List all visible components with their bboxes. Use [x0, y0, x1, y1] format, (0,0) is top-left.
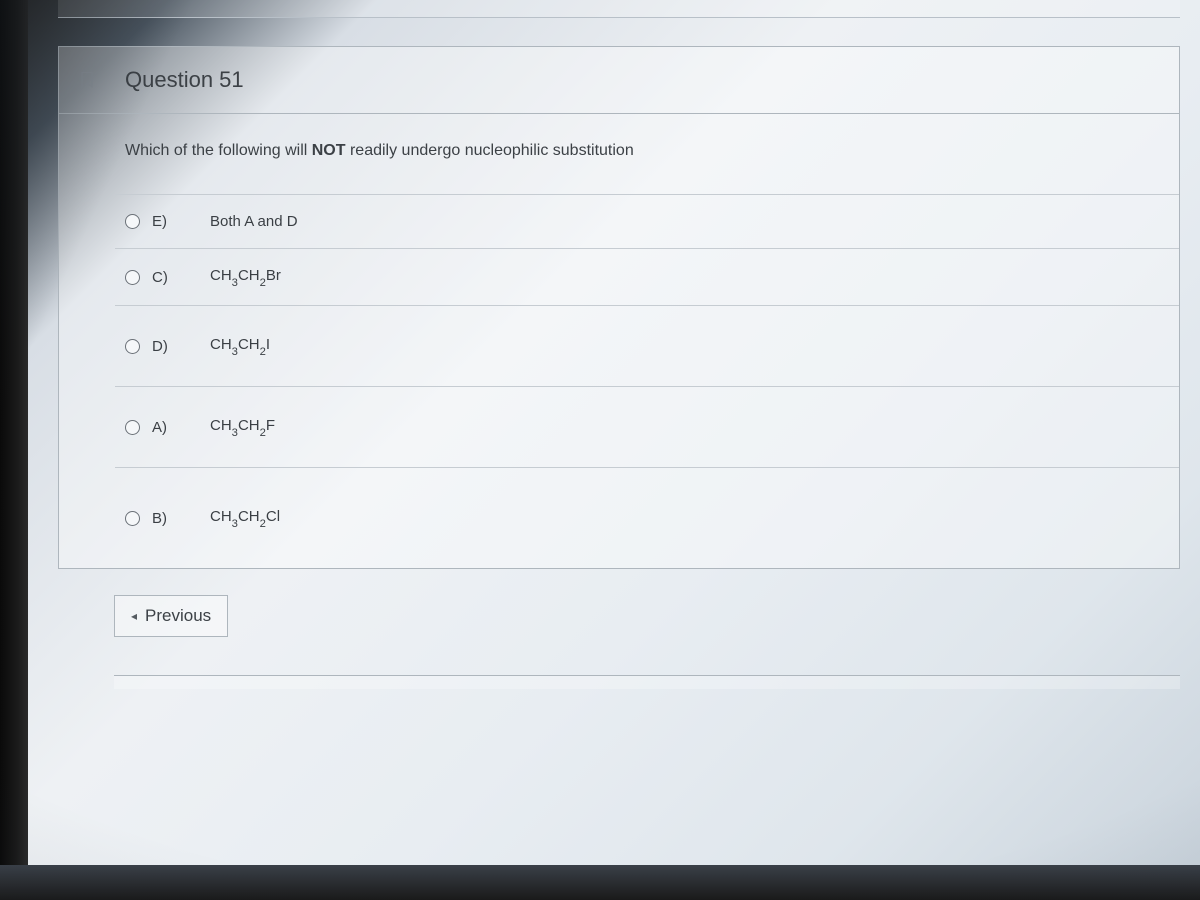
radio-button[interactable]	[125, 270, 140, 285]
prompt-post: readily undergo nucleophilic substitutio…	[346, 142, 634, 159]
monitor-bezel-left	[0, 0, 28, 900]
bookmark-icon	[77, 70, 97, 90]
prompt-bold: NOT	[312, 142, 346, 159]
choice-row[interactable]: C)CH3CH2Br	[115, 249, 1179, 306]
prompt-pre: Which of the following will	[125, 142, 312, 159]
radio-button[interactable]	[125, 420, 140, 435]
choice-letter: A)	[140, 419, 210, 436]
choice-letter: D)	[140, 338, 210, 355]
choice-row[interactable]: D)CH3CH2I	[115, 306, 1179, 387]
radio-button[interactable]	[125, 214, 140, 229]
bottom-divider	[114, 675, 1180, 689]
choice-letter: E)	[140, 213, 210, 230]
previous-label: Previous	[145, 606, 211, 626]
choice-text: CH3CH2F	[210, 417, 1169, 437]
choice-letter: C)	[140, 269, 210, 286]
choices-list: E)Both A and DC)CH3CH2BrD)CH3CH2IA)CH3CH…	[115, 195, 1179, 568]
question-header: Question 51	[59, 47, 1179, 114]
previous-button[interactable]: ◂ Previous	[114, 595, 228, 637]
question-title: Question 51	[115, 47, 244, 113]
choice-text: CH3CH2I	[210, 336, 1169, 356]
question-body: Which of the following will NOT readily …	[59, 114, 1179, 568]
choice-text: CH3CH2Cl	[210, 508, 1169, 528]
choice-letter: B)	[140, 510, 210, 527]
flag-cell[interactable]	[59, 52, 115, 108]
choice-row[interactable]: E)Both A and D	[115, 195, 1179, 249]
question-card: Question 51 Which of the following will …	[58, 46, 1180, 569]
radio-button[interactable]	[125, 339, 140, 354]
choice-text: CH3CH2Br	[210, 267, 1169, 287]
top-divider	[58, 0, 1180, 18]
choice-row[interactable]: B)CH3CH2Cl	[115, 468, 1179, 568]
question-prompt: Which of the following will NOT readily …	[115, 114, 1179, 195]
radio-button[interactable]	[125, 511, 140, 526]
chevron-left-icon: ◂	[131, 609, 137, 623]
choice-row[interactable]: A)CH3CH2F	[115, 387, 1179, 468]
choice-text: Both A and D	[210, 213, 1169, 230]
monitor-bezel-bottom	[0, 865, 1200, 900]
page-content: Question 51 Which of the following will …	[28, 0, 1200, 865]
